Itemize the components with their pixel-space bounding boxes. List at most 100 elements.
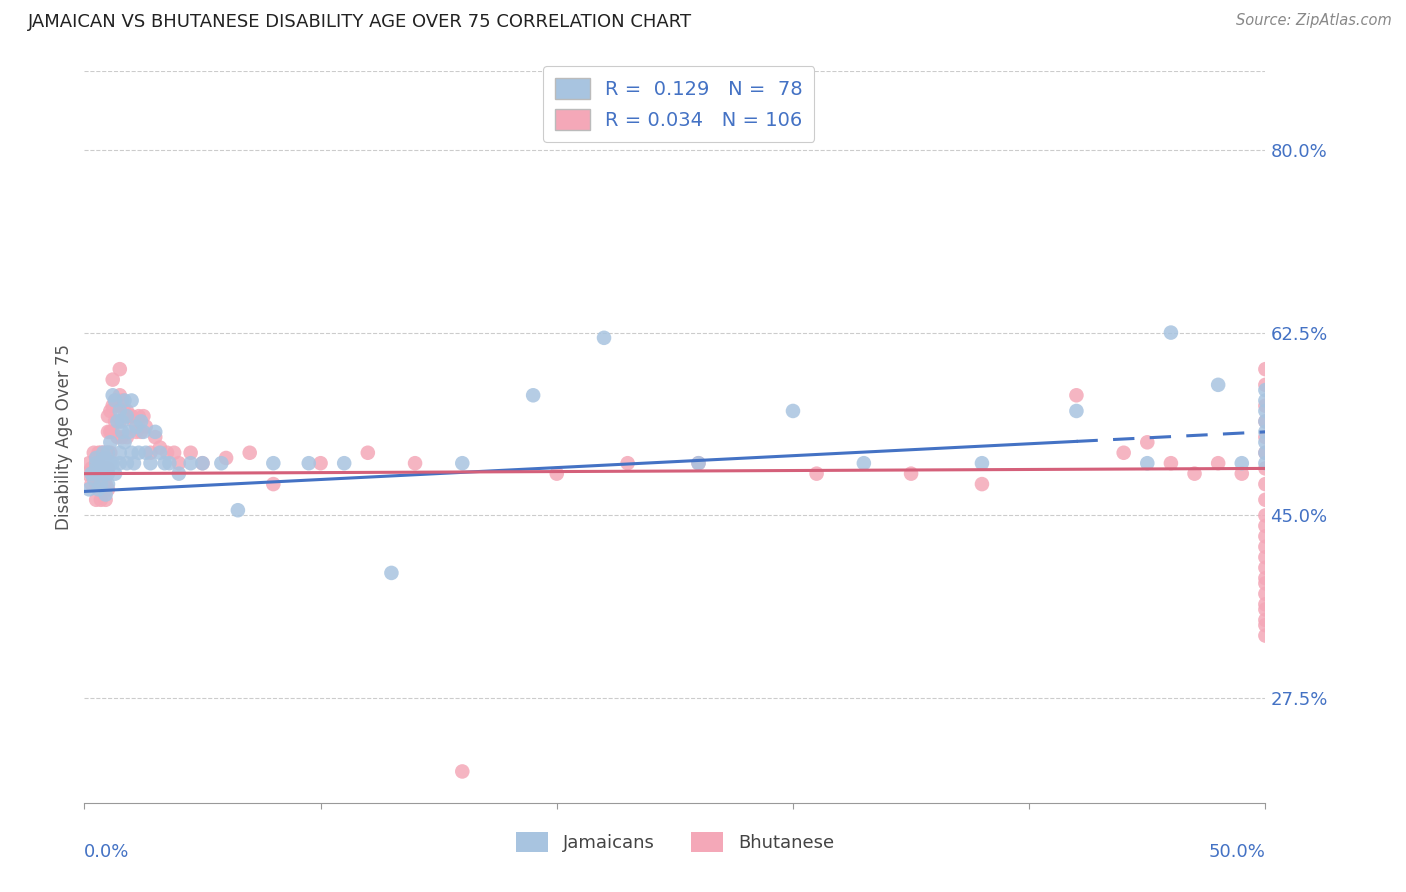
Point [83,467,105,481]
Point [90,477,112,491]
Point [180,456,202,470]
Point [101,399,124,413]
Point [97,467,120,481]
Point [970,456,993,470]
Point [157,456,180,470]
Point [97,456,120,470]
Text: JAMAICAN VS BHUTANESE DISABILITY AGE OVER 75 CORRELATION CHART: JAMAICAN VS BHUTANESE DISABILITY AGE OVE… [28,13,692,31]
Point [90,492,112,507]
Point [209,456,232,470]
Point [191,456,214,470]
Point [357,446,380,460]
Point [101,373,124,387]
Point [1230,467,1253,481]
Point [121,409,143,424]
Point [167,456,190,470]
Point [1112,446,1135,460]
Point [97,409,120,424]
Point [90,477,112,491]
Point [98,456,121,470]
Point [84,492,107,507]
Point [128,409,150,424]
Point [900,467,922,481]
Point [114,393,136,408]
Point [114,404,136,418]
Point [1254,492,1277,507]
Point [1254,571,1277,585]
Point [616,456,638,470]
Point [107,399,129,413]
Point [1254,550,1277,565]
Point [1136,456,1159,470]
Point [94,450,117,465]
Point [97,477,120,491]
Point [1254,618,1277,632]
Point [149,446,172,460]
Point [87,477,110,491]
Point [122,456,145,470]
Point [1230,456,1253,470]
Point [1254,629,1277,643]
Point [108,446,131,460]
Point [1254,477,1277,491]
Point [94,467,117,481]
Point [191,456,214,470]
Point [97,446,120,460]
Point [98,446,121,460]
Point [1254,383,1277,397]
Point [83,446,105,460]
Point [101,388,124,402]
Point [104,393,127,408]
Point [94,477,117,491]
Point [143,430,166,444]
Point [1254,508,1277,523]
Point [1254,393,1277,408]
Point [108,362,131,376]
Point [298,456,321,470]
Point [84,461,107,475]
Point [1254,456,1277,470]
Point [1254,404,1277,418]
Point [97,425,120,439]
Point [91,446,114,460]
Point [104,393,127,408]
Point [180,446,202,460]
Point [80,477,103,491]
Point [94,492,117,507]
Point [688,456,710,470]
Point [262,477,284,491]
Point [84,477,107,491]
Text: 0.0%: 0.0% [84,843,129,861]
Point [94,461,117,475]
Point [98,435,121,450]
Point [782,404,804,418]
Point [84,456,107,470]
Point [77,456,100,470]
Point [101,456,124,470]
Point [115,430,138,444]
Point [852,456,875,470]
Point [1066,404,1088,418]
Point [1254,399,1277,413]
Point [87,483,110,497]
Point [104,414,127,428]
Point [135,419,157,434]
Point [149,441,172,455]
Point [125,419,148,434]
Point [1254,540,1277,554]
Point [115,409,138,424]
Point [163,446,186,460]
Point [970,477,993,491]
Point [215,450,238,465]
Point [80,461,103,475]
Point [129,414,152,428]
Point [139,446,162,460]
Point [1206,456,1229,470]
Point [593,331,616,345]
Point [1254,362,1277,376]
Point [1254,602,1277,616]
Point [90,446,112,460]
Point [111,393,134,408]
Point [87,467,110,481]
Point [1254,597,1277,611]
